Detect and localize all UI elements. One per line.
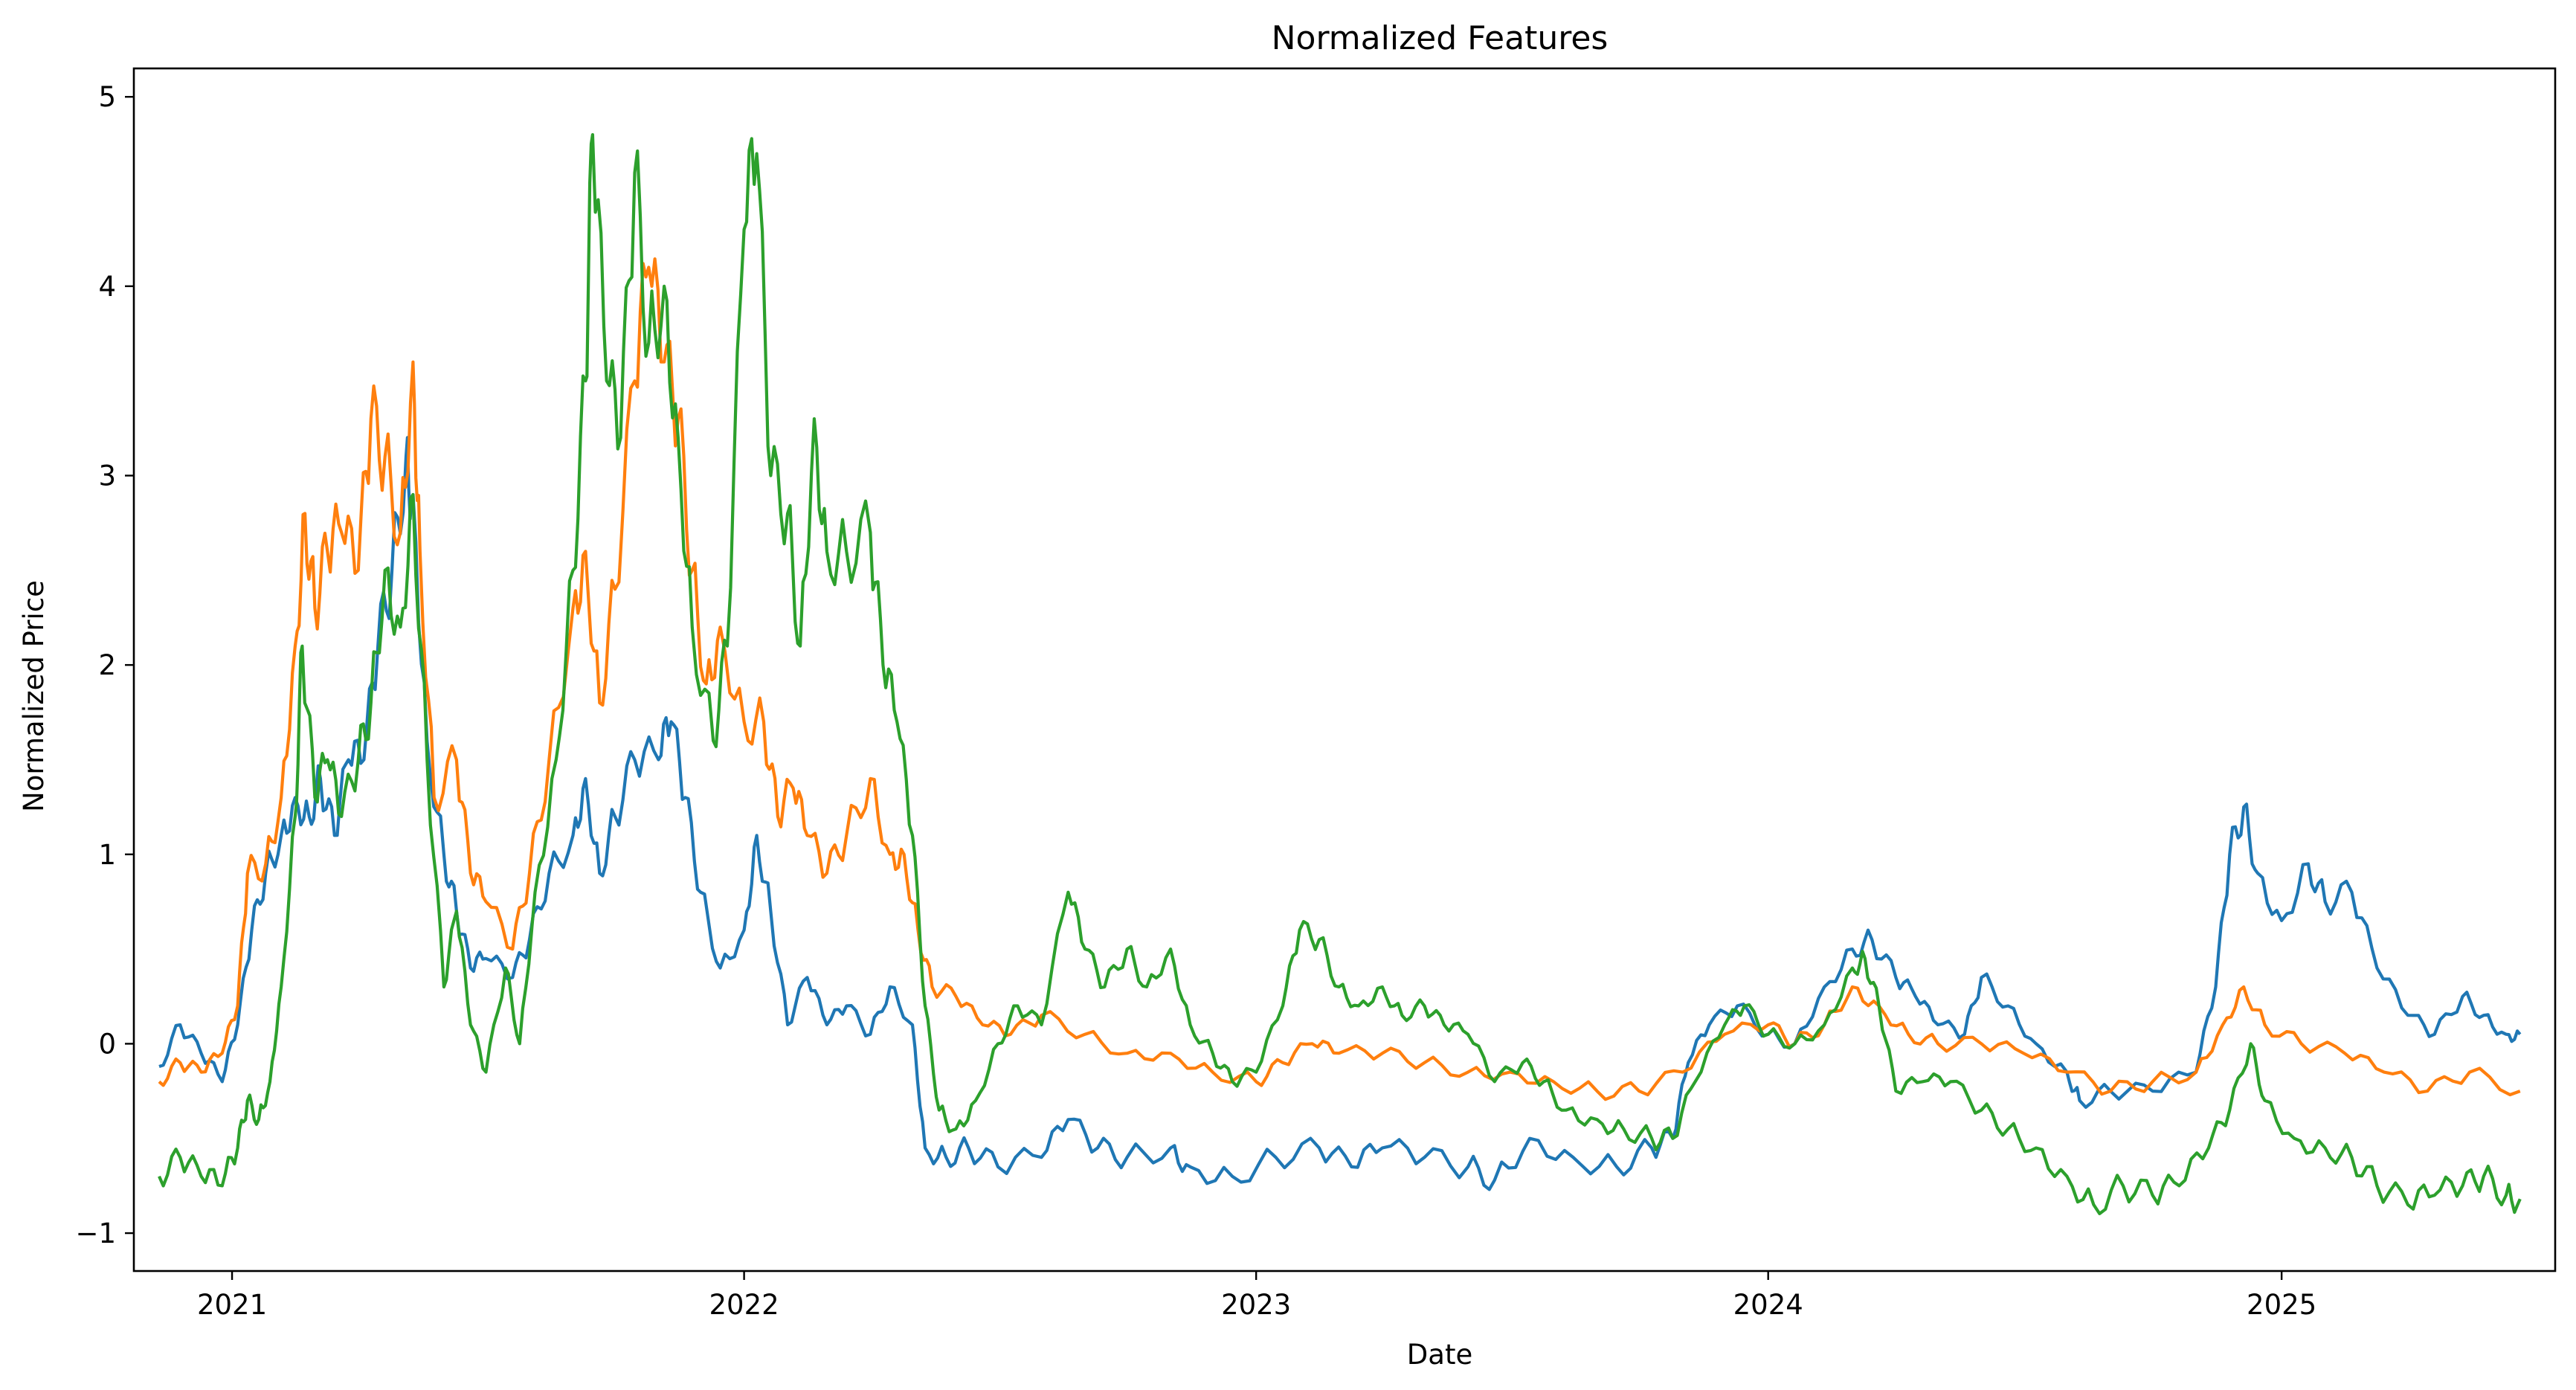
- x-tick-label-2025: 2025: [2247, 1289, 2316, 1321]
- y-tick-label-4: 4: [98, 271, 116, 303]
- x-tick-label-2021: 2021: [197, 1289, 267, 1321]
- x-tick-label-2022: 2022: [709, 1289, 779, 1321]
- y-tick-label-3: 3: [98, 460, 116, 492]
- y-axis-label: Normalized Price: [18, 580, 50, 812]
- chart-title: Normalized Features: [1272, 19, 1609, 57]
- ticks-layer: 2021 2022 2023 2024 2025 −1 0 1 2 3 4 5: [75, 81, 2316, 1321]
- y-tick-label-1: 1: [98, 839, 116, 871]
- y-tick-label-0: 0: [98, 1028, 116, 1060]
- series-line-2: [158, 257, 2521, 1101]
- series-line-3: [158, 133, 2522, 1215]
- y-tick-label-2: 2: [98, 649, 116, 681]
- series-layer: [158, 133, 2522, 1215]
- x-axis-label: Date: [1407, 1339, 1472, 1371]
- y-tick-label--1: −1: [75, 1217, 116, 1249]
- y-tick-label-5: 5: [98, 81, 116, 113]
- plot-frame: [132, 67, 2557, 1272]
- x-tick-label-2024: 2024: [1733, 1289, 1803, 1321]
- x-tick-label-2023: 2023: [1221, 1289, 1291, 1321]
